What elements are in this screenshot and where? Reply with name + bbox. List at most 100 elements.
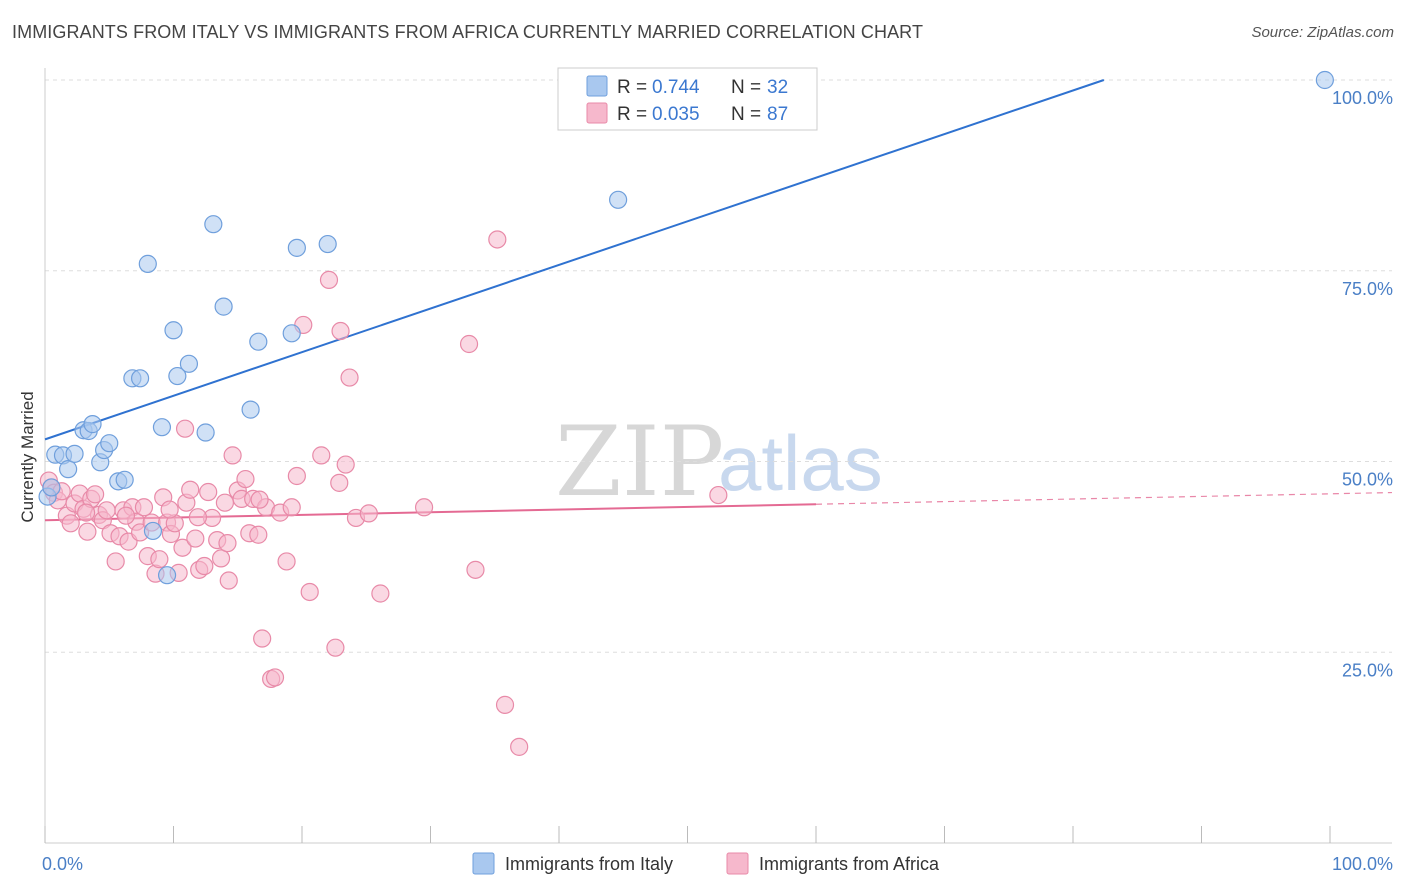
africa-point-45 — [219, 571, 238, 590]
africa-point-63 — [312, 446, 331, 465]
italy-point-23 — [196, 423, 215, 442]
italy-point-27 — [249, 332, 268, 351]
italy-point-17 — [143, 521, 163, 541]
x-tick-label-0: 0.0% — [42, 854, 83, 874]
africa-point-43 — [211, 549, 231, 568]
africa-point-49 — [236, 469, 255, 489]
axes — [44, 68, 1392, 844]
tick-labels: 25.0% 50.0% 75.0% 100.0% 0.0% 100.0% — [42, 88, 1393, 874]
africa-point-75 — [488, 230, 507, 249]
italy-point-1 — [42, 478, 61, 497]
y-tick-label-2: 75.0% — [1342, 279, 1393, 299]
italy-point-29 — [287, 238, 306, 257]
africa-point-15 — [97, 501, 116, 520]
italy-point-4 — [59, 460, 78, 479]
italy-point-28 — [282, 324, 301, 343]
africa-point-81 — [160, 500, 179, 519]
africa-point-39 — [195, 556, 214, 576]
africa-point-85 — [330, 473, 349, 492]
legend: R = 0.744 N = 32 R = 0.035 N = 87 — [557, 67, 818, 131]
africa-point-53 — [253, 629, 272, 648]
watermark-atlas: atlas — [718, 419, 883, 507]
africa-point-52 — [249, 525, 268, 544]
italy-point-8 — [83, 415, 102, 434]
africa-point-62 — [300, 582, 319, 602]
africa-point-84 — [250, 490, 269, 509]
italy-point-16 — [138, 254, 157, 273]
italy-point-15 — [130, 369, 150, 388]
italy-point-13 — [115, 470, 134, 489]
africa-point-12 — [86, 485, 105, 504]
italy-point-20 — [164, 321, 183, 340]
africa-point-10 — [78, 522, 97, 541]
africa-point-78 — [709, 485, 728, 505]
africa-point-59 — [282, 498, 301, 517]
y-tick-label-0: 25.0% — [1342, 660, 1393, 680]
legend-n-label-africa: N = — [731, 104, 761, 125]
trend-line-africa-extension — [815, 491, 1393, 505]
africa-point-86 — [218, 534, 237, 553]
africa-point-44 — [215, 493, 234, 512]
x-tick-label-1: 100.0% — [1332, 854, 1393, 874]
legend-n-value-italy: 32 — [767, 77, 788, 98]
series-italy-points — [38, 70, 1334, 585]
italy-point-32 — [1315, 70, 1334, 90]
africa-point-66 — [331, 321, 350, 341]
africa-point-73 — [459, 334, 479, 354]
bottom-legend-label-africa: Immigrants from Africa — [759, 854, 940, 874]
africa-point-82 — [116, 506, 136, 525]
africa-point-56 — [265, 668, 285, 687]
italy-point-31 — [609, 190, 628, 209]
africa-point-6 — [61, 514, 80, 533]
africa-point-74 — [466, 560, 485, 579]
africa-point-72 — [414, 498, 434, 517]
africa-point-28 — [150, 550, 169, 569]
italy-point-24 — [204, 215, 223, 234]
africa-point-70 — [359, 504, 378, 523]
chart-title: IMMIGRANTS FROM ITALY VS IMMIGRANTS FROM… — [12, 22, 924, 42]
italy-point-5 — [65, 444, 84, 463]
italy-point-25 — [214, 297, 233, 316]
legend-r-label-africa: R = — [617, 104, 647, 125]
italy-point-11 — [100, 434, 119, 453]
africa-point-83 — [77, 503, 96, 522]
africa-point-64 — [319, 270, 339, 290]
africa-point-76 — [495, 695, 515, 714]
y-axis-title: Currently Married — [18, 391, 37, 522]
africa-point-77 — [510, 737, 529, 756]
italy-point-30 — [318, 234, 337, 254]
legend-n-value-africa: 87 — [767, 104, 788, 125]
africa-point-60 — [287, 466, 306, 486]
legend-r-value-italy: 0.744 — [652, 77, 700, 98]
africa-point-80 — [188, 508, 208, 527]
africa-point-37 — [186, 529, 205, 548]
legend-swatch-africa — [586, 102, 608, 124]
africa-point-17 — [106, 552, 125, 571]
legend-swatch-italy — [586, 75, 608, 97]
africa-point-40 — [199, 482, 218, 502]
bottom-legend-swatch-africa — [726, 852, 749, 875]
africa-point-79 — [175, 419, 195, 438]
italy-point-26 — [241, 400, 260, 419]
italy-point-18 — [152, 418, 172, 437]
africa-point-46 — [223, 446, 242, 465]
africa-point-36 — [181, 480, 200, 499]
italy-point-22 — [179, 354, 199, 373]
trend-line-italy — [44, 79, 1105, 441]
africa-point-24 — [134, 498, 154, 517]
africa-point-71 — [371, 584, 390, 603]
legend-r-label-italy: R = — [617, 77, 647, 98]
legend-n-label-italy: N = — [731, 77, 761, 98]
legend-r-value-africa: 0.035 — [652, 104, 700, 125]
africa-point-67 — [336, 455, 355, 474]
africa-point-34 — [173, 538, 192, 557]
bottom-legend: Immigrants from Italy Immigrants from Af… — [472, 852, 940, 875]
italy-point-19 — [157, 566, 177, 585]
bottom-legend-swatch-italy — [472, 852, 495, 875]
source-credit: Source: ZipAtlas.com — [1251, 24, 1394, 41]
africa-point-65 — [326, 638, 345, 657]
y-tick-label-3: 100.0% — [1332, 88, 1393, 108]
africa-point-58 — [277, 552, 296, 571]
bottom-legend-label-italy: Immigrants from Italy — [505, 854, 673, 874]
